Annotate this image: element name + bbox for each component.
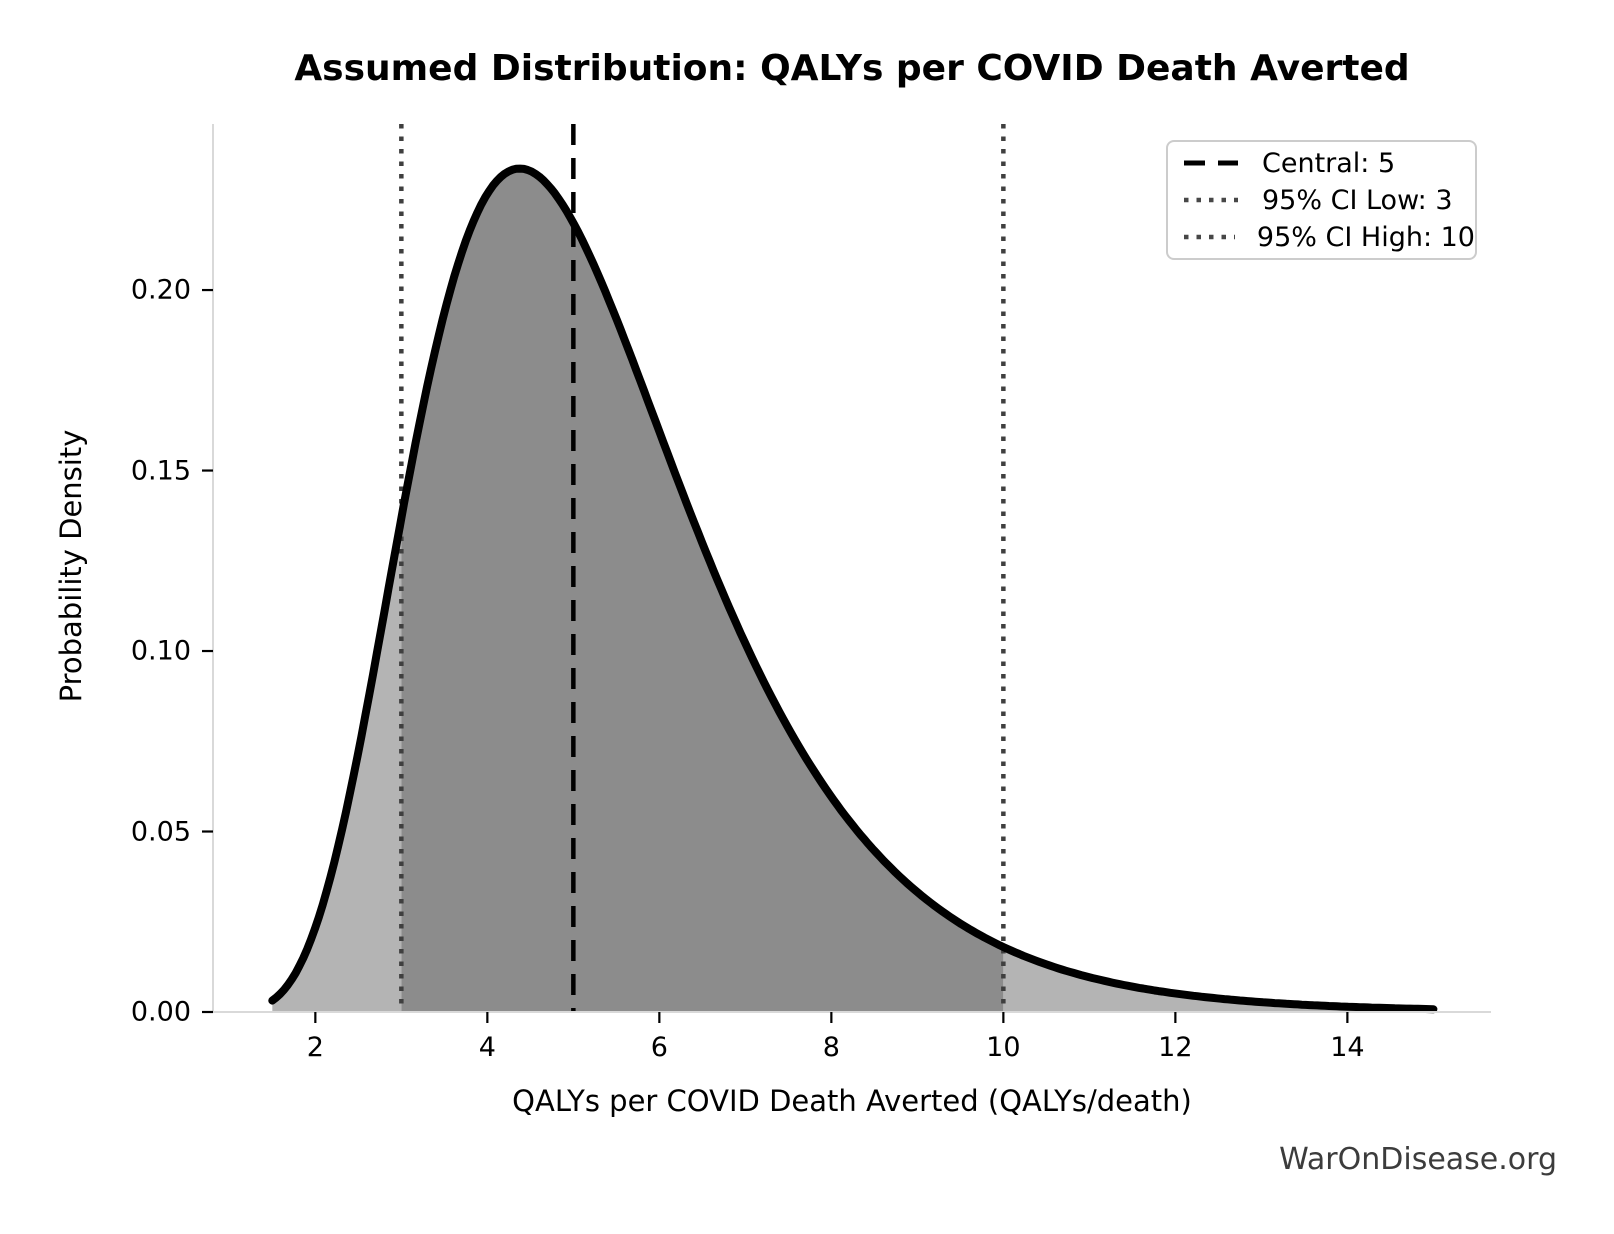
density-fill — [272, 518, 402, 1012]
y-tick-label: 0.05 — [130, 816, 191, 847]
legend-label: 95% CI Low: 3 — [1262, 184, 1453, 216]
density-fill — [401, 168, 1004, 1013]
legend-label: 95% CI High: 10 — [1256, 221, 1475, 253]
x-axis-label: QALYs per COVID Death Averted (QALYs/dea… — [512, 1084, 1192, 1118]
x-tick-label: 14 — [1330, 1032, 1365, 1063]
y-tick-label: 0.00 — [130, 996, 191, 1028]
chart-title: Assumed Distribution: QALYs per COVID De… — [294, 48, 1410, 89]
legend-item: 95% CI High: 10 — [1182, 219, 1475, 255]
y-tick-label: 0.15 — [130, 455, 191, 487]
legend-label: Central: 5 — [1262, 147, 1396, 179]
x-tick-label: 10 — [986, 1032, 1021, 1063]
legend-marker-dotted — [1184, 197, 1238, 203]
x-tick-label: 8 — [822, 1032, 840, 1063]
legend-marker-dashed — [1184, 160, 1238, 166]
y-tick-label: 0.20 — [130, 274, 191, 306]
x-tick-label: 4 — [478, 1032, 496, 1063]
y-axis-label: Probability Density — [54, 429, 88, 703]
legend-item: 95% CI Low: 3 — [1182, 182, 1475, 218]
legend: Central: 5 95% CI Low: 3 95% CI High: 10 — [1166, 140, 1477, 260]
x-tick-label: 12 — [1158, 1032, 1193, 1063]
x-tick-label: 6 — [650, 1032, 668, 1063]
density-fill — [1003, 947, 1434, 1012]
legend-marker-dotted — [1184, 234, 1235, 240]
y-tick-label: 0.10 — [130, 635, 191, 667]
density-curve — [268, 164, 1438, 1014]
legend-item: Central: 5 — [1182, 145, 1475, 181]
x-tick-label: 2 — [306, 1032, 324, 1063]
watermark: WarOnDisease.org — [1279, 1142, 1557, 1177]
